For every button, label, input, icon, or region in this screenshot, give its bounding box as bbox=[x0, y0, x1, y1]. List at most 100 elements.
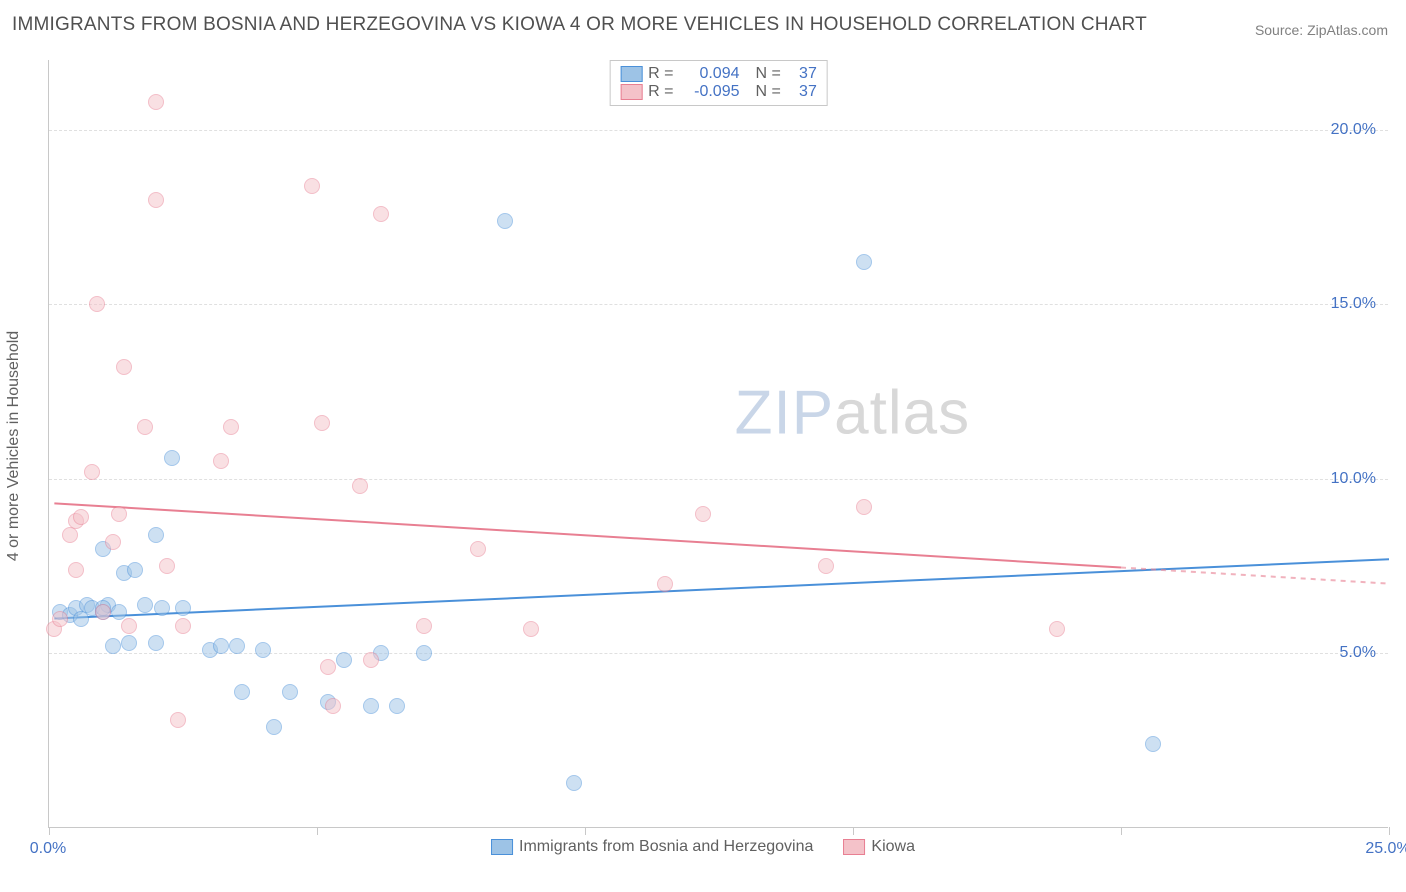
scatter-point bbox=[62, 527, 78, 543]
scatter-point bbox=[68, 562, 84, 578]
scatter-point bbox=[389, 698, 405, 714]
y-tick-label: 20.0% bbox=[1331, 121, 1376, 139]
scatter-point bbox=[470, 541, 486, 557]
legend-r-label: R = bbox=[648, 83, 673, 101]
trend-lines-svg bbox=[49, 60, 1389, 828]
scatter-point bbox=[213, 638, 229, 654]
x-tick bbox=[585, 827, 586, 835]
scatter-point bbox=[105, 534, 121, 550]
scatter-point bbox=[336, 652, 352, 668]
gridline-h bbox=[49, 653, 1388, 654]
chart-title: IMMIGRANTS FROM BOSNIA AND HERZEGOVINA V… bbox=[12, 14, 1147, 36]
scatter-point bbox=[148, 635, 164, 651]
legend-series-label: Immigrants from Bosnia and Herzegovina bbox=[519, 838, 813, 855]
scatter-point bbox=[856, 254, 872, 270]
scatter-point bbox=[818, 558, 834, 574]
x-tick-label: 0.0% bbox=[30, 840, 66, 858]
scatter-point bbox=[373, 206, 389, 222]
scatter-point bbox=[175, 618, 191, 634]
source-label: Source: ZipAtlas.com bbox=[1255, 22, 1388, 38]
trend-line-dashed bbox=[1121, 568, 1389, 584]
scatter-point bbox=[234, 684, 250, 700]
legend-series-item: Kiowa bbox=[843, 838, 915, 856]
y-axis-label: 4 or more Vehicles in Household bbox=[5, 331, 23, 561]
scatter-point bbox=[497, 213, 513, 229]
legend-swatch bbox=[491, 839, 513, 855]
scatter-point bbox=[363, 652, 379, 668]
scatter-point bbox=[363, 698, 379, 714]
scatter-point bbox=[229, 638, 245, 654]
scatter-point bbox=[95, 604, 111, 620]
scatter-point bbox=[320, 659, 336, 675]
scatter-point bbox=[111, 506, 127, 522]
scatter-point bbox=[170, 712, 186, 728]
legend-stat-row: R = 0.094 N = 37 bbox=[620, 65, 817, 83]
plot-area: ZIPatlas R =0.094N =37R =-0.095N =37 5.0… bbox=[48, 60, 1388, 828]
x-tick bbox=[853, 827, 854, 835]
scatter-point bbox=[137, 419, 153, 435]
x-tick bbox=[1121, 827, 1122, 835]
gridline-h bbox=[49, 304, 1388, 305]
scatter-point bbox=[159, 558, 175, 574]
scatter-point bbox=[282, 684, 298, 700]
scatter-point bbox=[175, 600, 191, 616]
x-tick bbox=[1389, 827, 1390, 835]
scatter-point bbox=[255, 642, 271, 658]
scatter-point bbox=[111, 604, 127, 620]
x-tick bbox=[317, 827, 318, 835]
chart-container: IMMIGRANTS FROM BOSNIA AND HERZEGOVINA V… bbox=[0, 0, 1406, 892]
scatter-point bbox=[84, 464, 100, 480]
gridline-h bbox=[49, 479, 1388, 480]
scatter-point bbox=[566, 775, 582, 791]
y-tick-label: 5.0% bbox=[1340, 644, 1376, 662]
scatter-point bbox=[121, 635, 137, 651]
scatter-point bbox=[416, 618, 432, 634]
scatter-point bbox=[695, 506, 711, 522]
scatter-point bbox=[121, 618, 137, 634]
legend-swatch bbox=[620, 66, 642, 82]
scatter-point bbox=[314, 415, 330, 431]
legend-n-value: 37 bbox=[787, 83, 817, 101]
legend-stats: R = 0.094 N = 37 R = -0.095 N = 37 bbox=[609, 60, 828, 106]
scatter-point bbox=[213, 453, 229, 469]
legend-n-label: N = bbox=[756, 65, 781, 83]
legend-series: Immigrants from Bosnia and Herzegovina Ki… bbox=[491, 838, 915, 856]
legend-series-item: Immigrants from Bosnia and Herzegovina bbox=[491, 838, 813, 856]
scatter-point bbox=[416, 645, 432, 661]
legend-r-value: -0.095 bbox=[680, 83, 740, 101]
scatter-point bbox=[266, 719, 282, 735]
scatter-point bbox=[148, 527, 164, 543]
scatter-point bbox=[89, 296, 105, 312]
scatter-point bbox=[1145, 736, 1161, 752]
legend-n-value: 37 bbox=[787, 65, 817, 83]
legend-stat-row: R = -0.095 N = 37 bbox=[620, 83, 817, 101]
scatter-point bbox=[352, 478, 368, 494]
scatter-point bbox=[657, 576, 673, 592]
scatter-point bbox=[856, 499, 872, 515]
scatter-point bbox=[148, 94, 164, 110]
scatter-point bbox=[127, 562, 143, 578]
scatter-point bbox=[223, 419, 239, 435]
scatter-point bbox=[137, 597, 153, 613]
scatter-point bbox=[304, 178, 320, 194]
scatter-point bbox=[116, 359, 132, 375]
legend-series-label: Kiowa bbox=[871, 838, 915, 855]
legend-r-label: R = bbox=[648, 65, 673, 83]
legend-swatch bbox=[843, 839, 865, 855]
y-tick-label: 15.0% bbox=[1331, 295, 1376, 313]
scatter-point bbox=[148, 192, 164, 208]
scatter-point bbox=[325, 698, 341, 714]
scatter-point bbox=[523, 621, 539, 637]
x-tick-label: 25.0% bbox=[1365, 840, 1406, 858]
scatter-point bbox=[105, 638, 121, 654]
legend-swatch bbox=[620, 84, 642, 100]
legend-r-value: 0.094 bbox=[680, 65, 740, 83]
legend-n-label: N = bbox=[756, 83, 781, 101]
y-tick-label: 10.0% bbox=[1331, 470, 1376, 488]
trend-line-solid bbox=[54, 559, 1389, 618]
scatter-point bbox=[52, 611, 68, 627]
scatter-point bbox=[154, 600, 170, 616]
scatter-point bbox=[73, 509, 89, 525]
scatter-point bbox=[164, 450, 180, 466]
scatter-point bbox=[1049, 621, 1065, 637]
